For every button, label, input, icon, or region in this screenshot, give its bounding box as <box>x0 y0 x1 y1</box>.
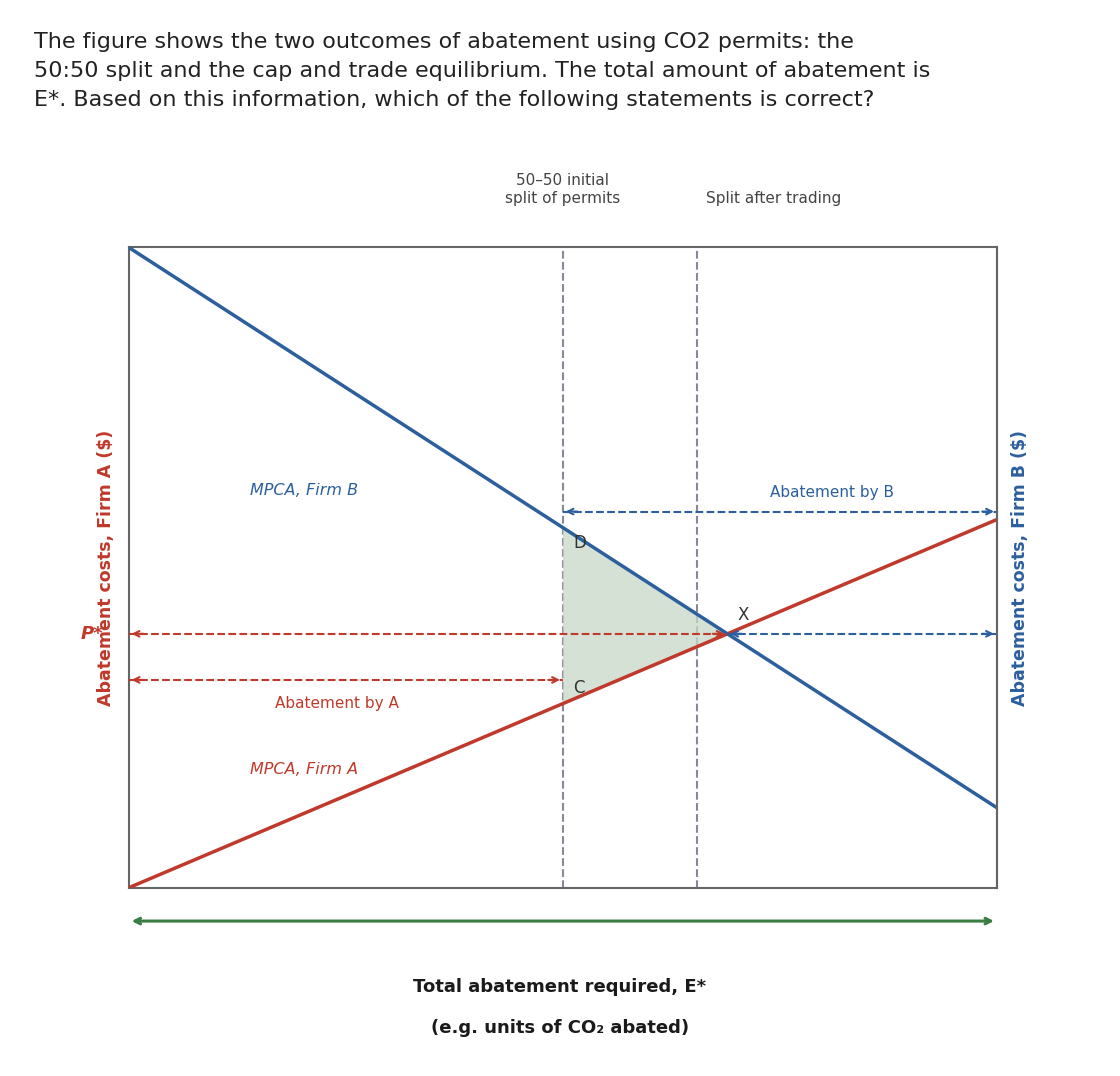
Text: The figure shows the two outcomes of abatement using CO2 permits: the
50:50 spli: The figure shows the two outcomes of aba… <box>34 32 930 110</box>
Polygon shape <box>562 527 727 704</box>
Text: Total abatement required, E*: Total abatement required, E* <box>413 978 707 995</box>
Text: P*: P* <box>81 625 103 642</box>
Text: Split after trading: Split after trading <box>706 190 841 206</box>
Text: Abatement by B: Abatement by B <box>769 485 894 500</box>
Text: 50–50 initial
split of permits: 50–50 initial split of permits <box>505 173 620 206</box>
Text: (e.g. units of CO₂ abated): (e.g. units of CO₂ abated) <box>431 1019 689 1036</box>
Text: MPCA, Firm B: MPCA, Firm B <box>251 483 358 498</box>
Y-axis label: Abatement costs, Firm A ($): Abatement costs, Firm A ($) <box>97 429 115 706</box>
Text: MPCA, Firm A: MPCA, Firm A <box>251 762 358 777</box>
Y-axis label: Abatement costs, Firm B ($): Abatement costs, Firm B ($) <box>1010 429 1028 706</box>
Text: C: C <box>573 679 585 697</box>
Text: X: X <box>738 606 749 624</box>
Text: Abatement by A: Abatement by A <box>276 696 399 711</box>
Text: D: D <box>573 534 586 552</box>
